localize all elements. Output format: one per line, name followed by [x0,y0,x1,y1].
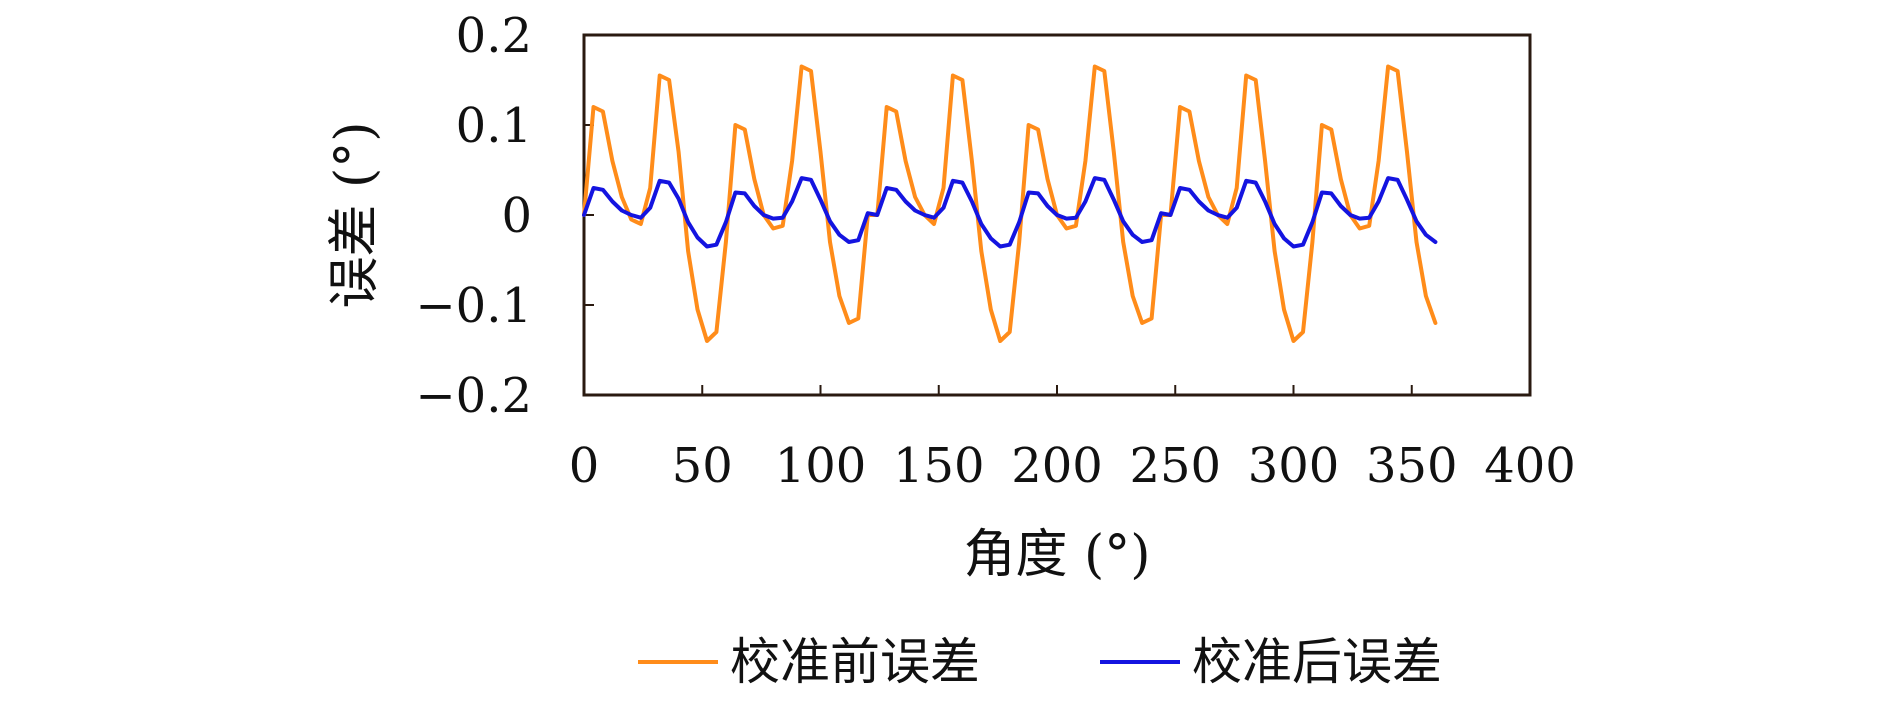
y-tick-label: −0.1 [415,278,532,334]
legend-label-1: 校准前误差 [730,633,980,691]
legend: 校准前误差 校准后误差 [638,633,1442,691]
y-tick-label: 0.1 [456,98,532,154]
x-tick-label: 0 [569,438,600,494]
x-tick-label: 250 [1129,438,1221,494]
series-line-1 [582,64,1438,343]
x-tick-label: 100 [775,438,867,494]
x-tick-label: 150 [893,438,985,494]
y-axis-title: 误差 (°) [325,121,385,308]
x-tick-label: 50 [672,438,733,494]
series-layer [582,64,1438,343]
y-tick-label: 0 [501,188,532,244]
series-line-2 [582,176,1438,249]
x-tick-label: 200 [1011,438,1103,494]
x-axis-title: 角度 (°) [963,525,1150,585]
x-tick-label: 400 [1484,438,1576,494]
y-tick-label: −0.2 [415,368,532,424]
legend-label-2: 校准后误差 [1192,633,1442,691]
x-axis-ticks: 0 50 100 150 200 250 300 350 400 [569,385,1576,494]
x-tick-label: 300 [1248,438,1340,494]
y-axis-ticks: 0.2 0.1 0 −0.1 −0.2 [415,8,594,424]
x-tick-label: 350 [1366,438,1458,494]
y-tick-label: 0.2 [456,8,532,64]
